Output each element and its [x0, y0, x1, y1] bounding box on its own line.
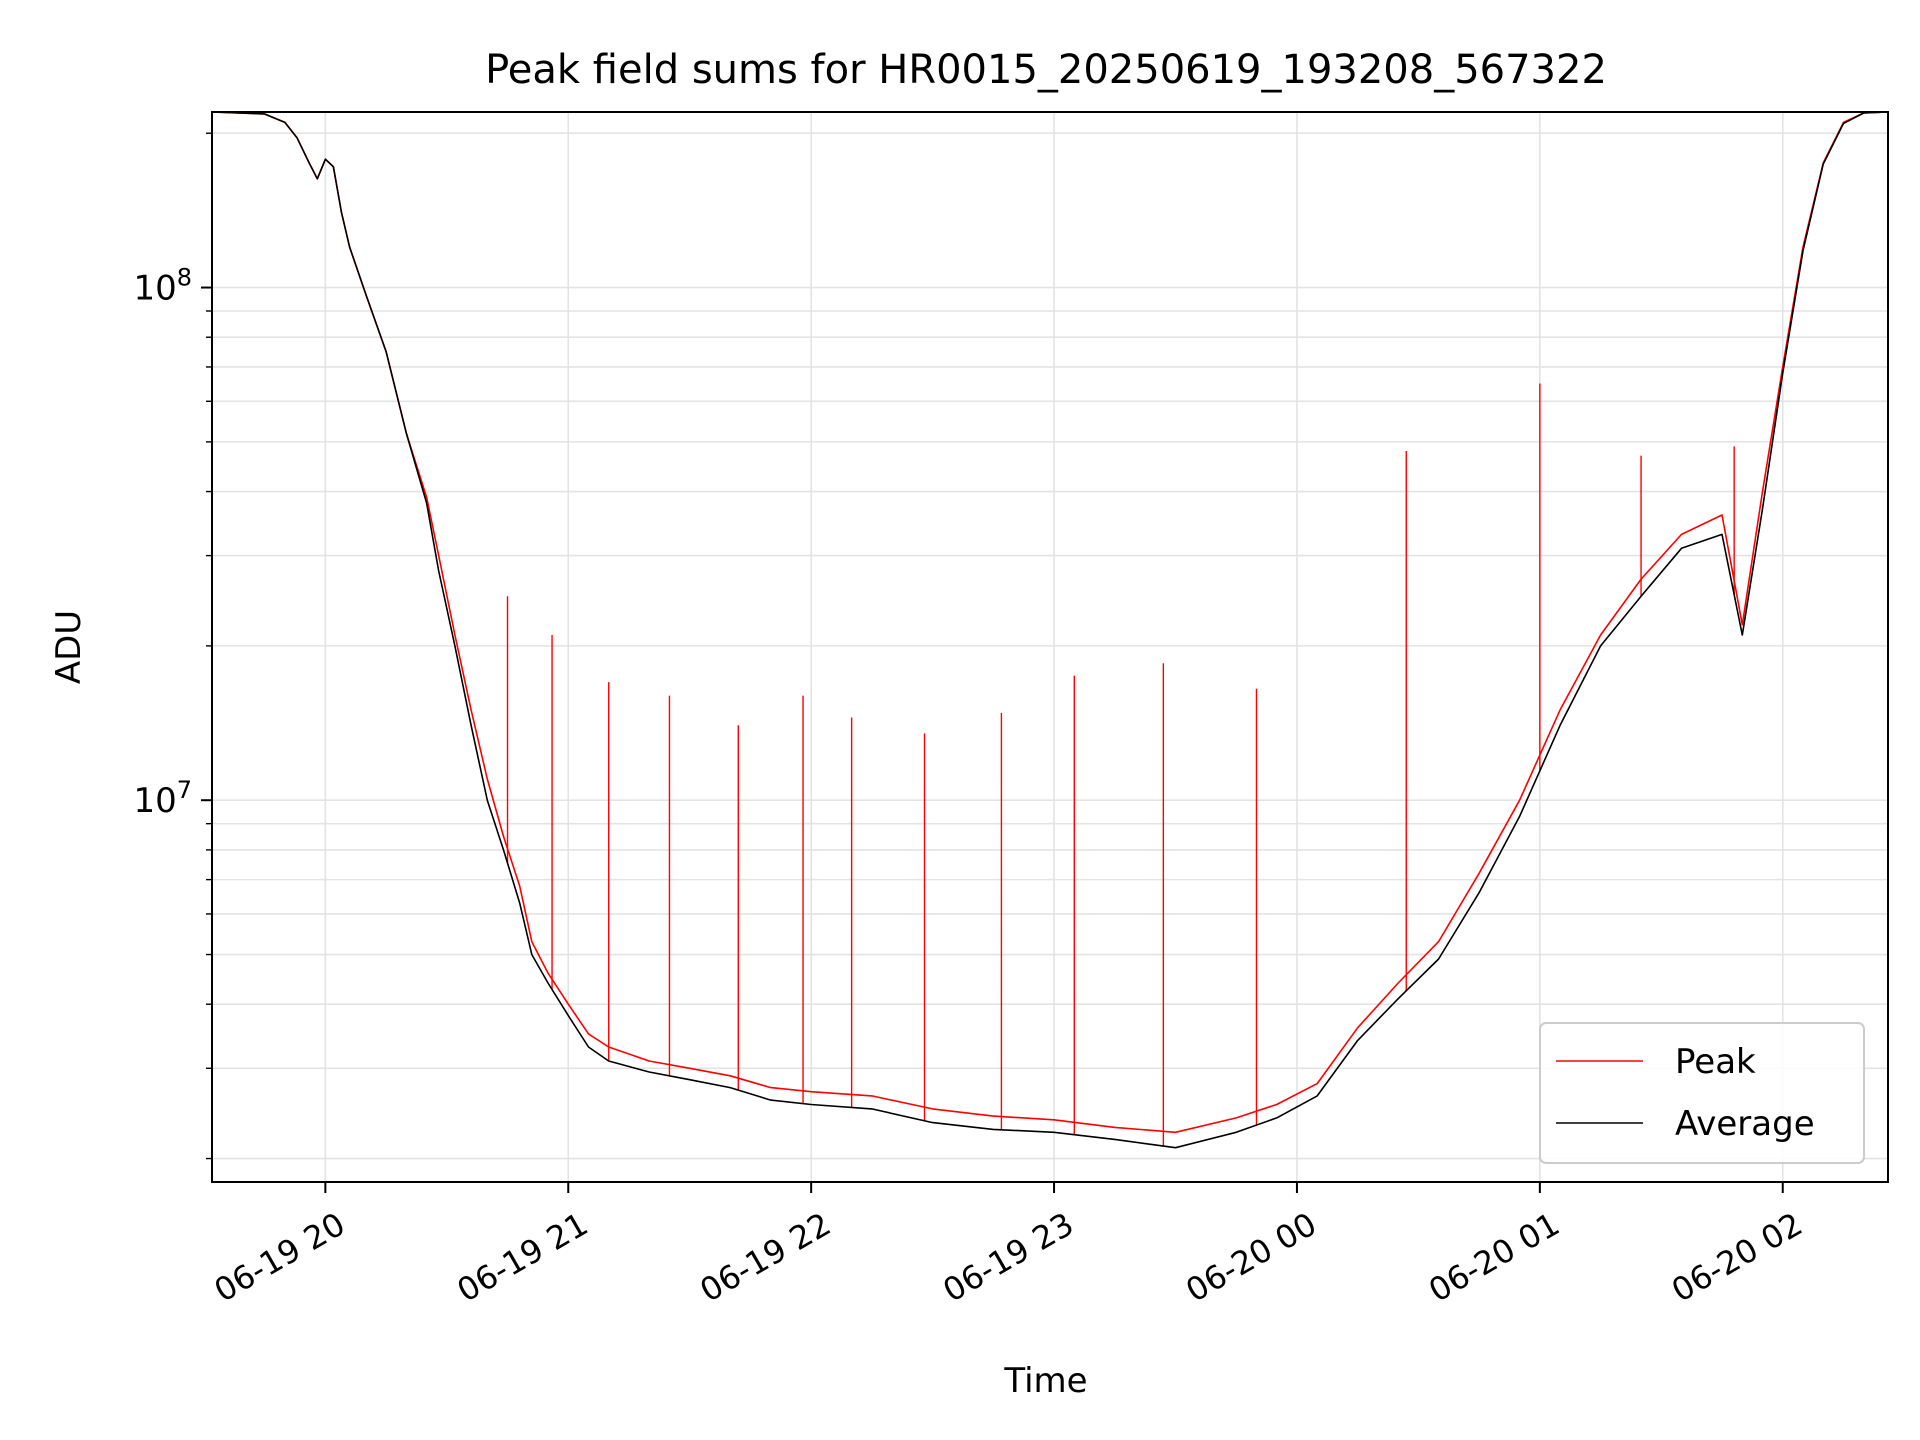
legend-label-peak: Peak — [1675, 1042, 1756, 1082]
series-line-average — [212, 112, 1888, 1149]
y-tick-label: 107 — [133, 776, 192, 821]
x-axis-label: Time — [1003, 1361, 1087, 1401]
y-tick-label: 108 — [133, 264, 192, 309]
plot-frame — [211, 111, 1889, 1183]
chart-title: Peak field sums for HR0015_20250619_1932… — [485, 47, 1607, 93]
legend: Peak Average — [1539, 1022, 1865, 1164]
y-axis-label: ADU — [49, 610, 89, 684]
legend-box — [1539, 1022, 1865, 1164]
y-axis: 107 108 — [133, 132, 212, 1160]
series-layer — [212, 112, 1888, 1149]
legend-label-average: Average — [1675, 1104, 1815, 1144]
grid — [212, 112, 1888, 1182]
plot-area — [212, 112, 1888, 1149]
